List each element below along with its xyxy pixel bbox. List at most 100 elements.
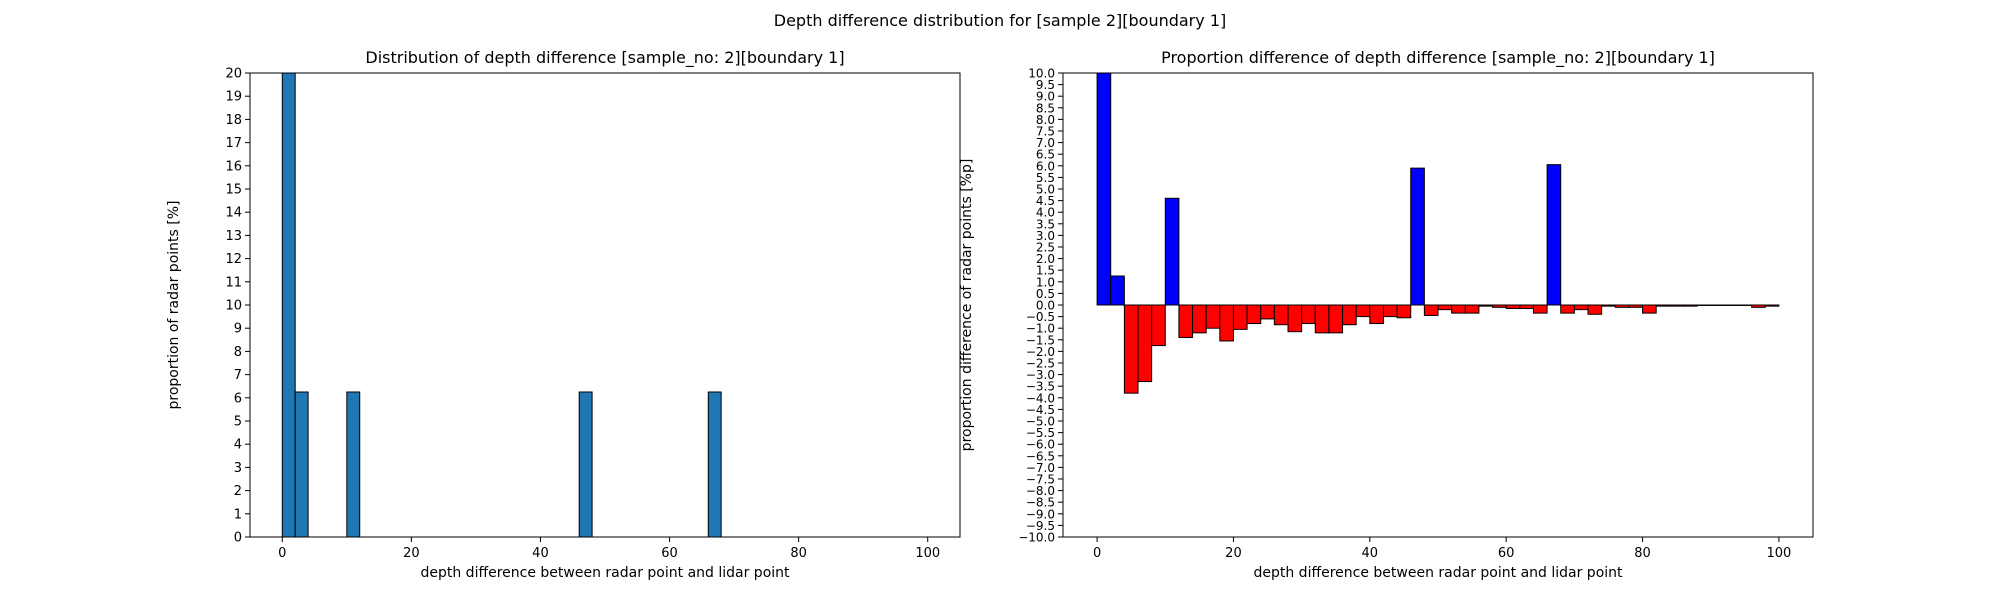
y-tick-label: 5 [234,415,242,430]
proportion-difference-chart-ylabel: proportion difference of radar points [%… [959,159,975,452]
proportion-difference-axes: 0 20 40 60 80 100 10.09.59.08.58.07.57.06.56.0… [1018,67,1814,561]
y-tick-label: 0.5 [1036,287,1055,301]
y-tick-label: 8.5 [1036,101,1055,115]
bar [1751,304,1766,308]
y-tick-label: 13 [225,229,242,244]
bar [1301,304,1316,325]
x-tick-label: 20 [403,546,420,561]
y-tick-label: 3.5 [1036,217,1055,231]
bar [1519,304,1534,309]
y-tick-label: −4.0 [1026,391,1055,405]
y-tick-label: 1.5 [1036,264,1055,278]
bar [1560,304,1575,314]
bar [281,72,296,538]
distribution-chart-xlabel: depth difference between radar point and… [420,565,790,581]
y-tick-label: −1.0 [1026,322,1055,336]
bar [1764,304,1780,307]
y-tick-label: 6.0 [1036,159,1055,173]
bar [1137,304,1153,383]
bar [1123,304,1139,394]
bar [1164,197,1180,306]
bar [1505,304,1521,309]
y-tick-label: 4.0 [1036,206,1055,220]
bar [1246,304,1262,325]
bar [1451,304,1466,314]
y-tick-label: 8.0 [1036,113,1055,127]
y-tick-label: −4.5 [1026,403,1055,417]
y-tick-label: 20 [225,67,242,82]
bar [1464,304,1480,314]
bar [1601,304,1616,307]
proportion-difference-chart-xlabel: depth difference between radar point and… [1253,565,1623,581]
y-tick-label: 2 [234,484,242,499]
bar [1260,304,1275,320]
y-tick-label: −6.0 [1026,438,1055,452]
y-tick-label: −3.0 [1026,368,1055,382]
y-tick-label: 2.0 [1036,252,1055,266]
bar [1492,304,1507,308]
x-tick-label: 80 [790,546,807,561]
bar [1628,304,1644,308]
x-tick-label: 80 [1634,546,1651,561]
y-tick-label: 2.5 [1036,241,1055,255]
y-tick-label: 10 [225,299,242,314]
bar [1382,304,1398,318]
x-tick-label: 60 [1498,546,1515,561]
bar [1110,275,1125,306]
proportion-difference-chart: Proportion difference of depth differenc… [959,48,1814,581]
bar [1314,304,1330,334]
y-tick-label: 17 [225,136,242,151]
y-tick-label: 10.0 [1028,67,1055,81]
y-tick-label: 1.0 [1036,275,1055,289]
bar [346,391,361,538]
y-tick-label: 7.0 [1036,136,1055,150]
x-tick-label: 40 [1362,546,1379,561]
y-tick-label: −1.5 [1026,333,1055,347]
bar [1669,304,1684,307]
bar [1232,304,1248,330]
y-tick-label: 4 [234,438,242,453]
bar [1355,304,1371,318]
y-tick-label: −0.5 [1026,310,1055,324]
y-tick-label: −2.5 [1026,357,1055,371]
proportion-difference-bars [1096,72,1780,394]
bar [1642,304,1657,314]
y-tick-label: 19 [225,90,242,105]
y-tick-label: −10.0 [1018,531,1055,545]
y-tick-label: 0 [234,531,242,546]
y-tick-label: 8 [234,345,242,360]
distribution-chart-ylabel: proportion of radar points [%] [166,200,182,409]
bar [1437,304,1453,311]
bar [1096,72,1112,306]
bar [1587,304,1603,315]
x-tick-label: 100 [915,546,940,561]
y-tick-label: 18 [225,113,242,128]
y-tick-label: 5.5 [1036,171,1055,185]
y-tick-label: 9.5 [1036,78,1055,92]
y-tick-label: 16 [225,159,242,174]
x-tick-label: 0 [278,546,286,561]
y-tick-label: 1 [234,507,242,522]
y-tick-label: 14 [225,206,242,221]
y-tick-label: −5.5 [1026,426,1055,440]
y-tick-label: −7.0 [1026,461,1055,475]
y-tick-label: 9 [234,322,242,337]
distribution-axes: 0 20 40 60 80 1000123456789101112131415161718… [225,67,961,561]
distribution-chart: Distribution of depth difference [sample… [166,48,961,581]
y-tick-label: 7.5 [1036,125,1055,139]
bar [1655,304,1671,307]
y-tick-label: 9.0 [1036,90,1055,104]
bar [1192,304,1207,334]
bar [1682,304,1698,307]
y-tick-label: −8.0 [1026,484,1055,498]
y-tick-label: −5.0 [1026,415,1055,429]
y-tick-label: 12 [225,252,242,267]
bar [1178,304,1194,338]
bar [1151,304,1166,347]
bar [1273,304,1289,326]
y-tick-label: 3.0 [1036,229,1055,243]
x-tick-label: 20 [1225,546,1242,561]
bar [1219,304,1234,342]
distribution-chart-title: Distribution of depth difference [sample… [365,48,844,68]
